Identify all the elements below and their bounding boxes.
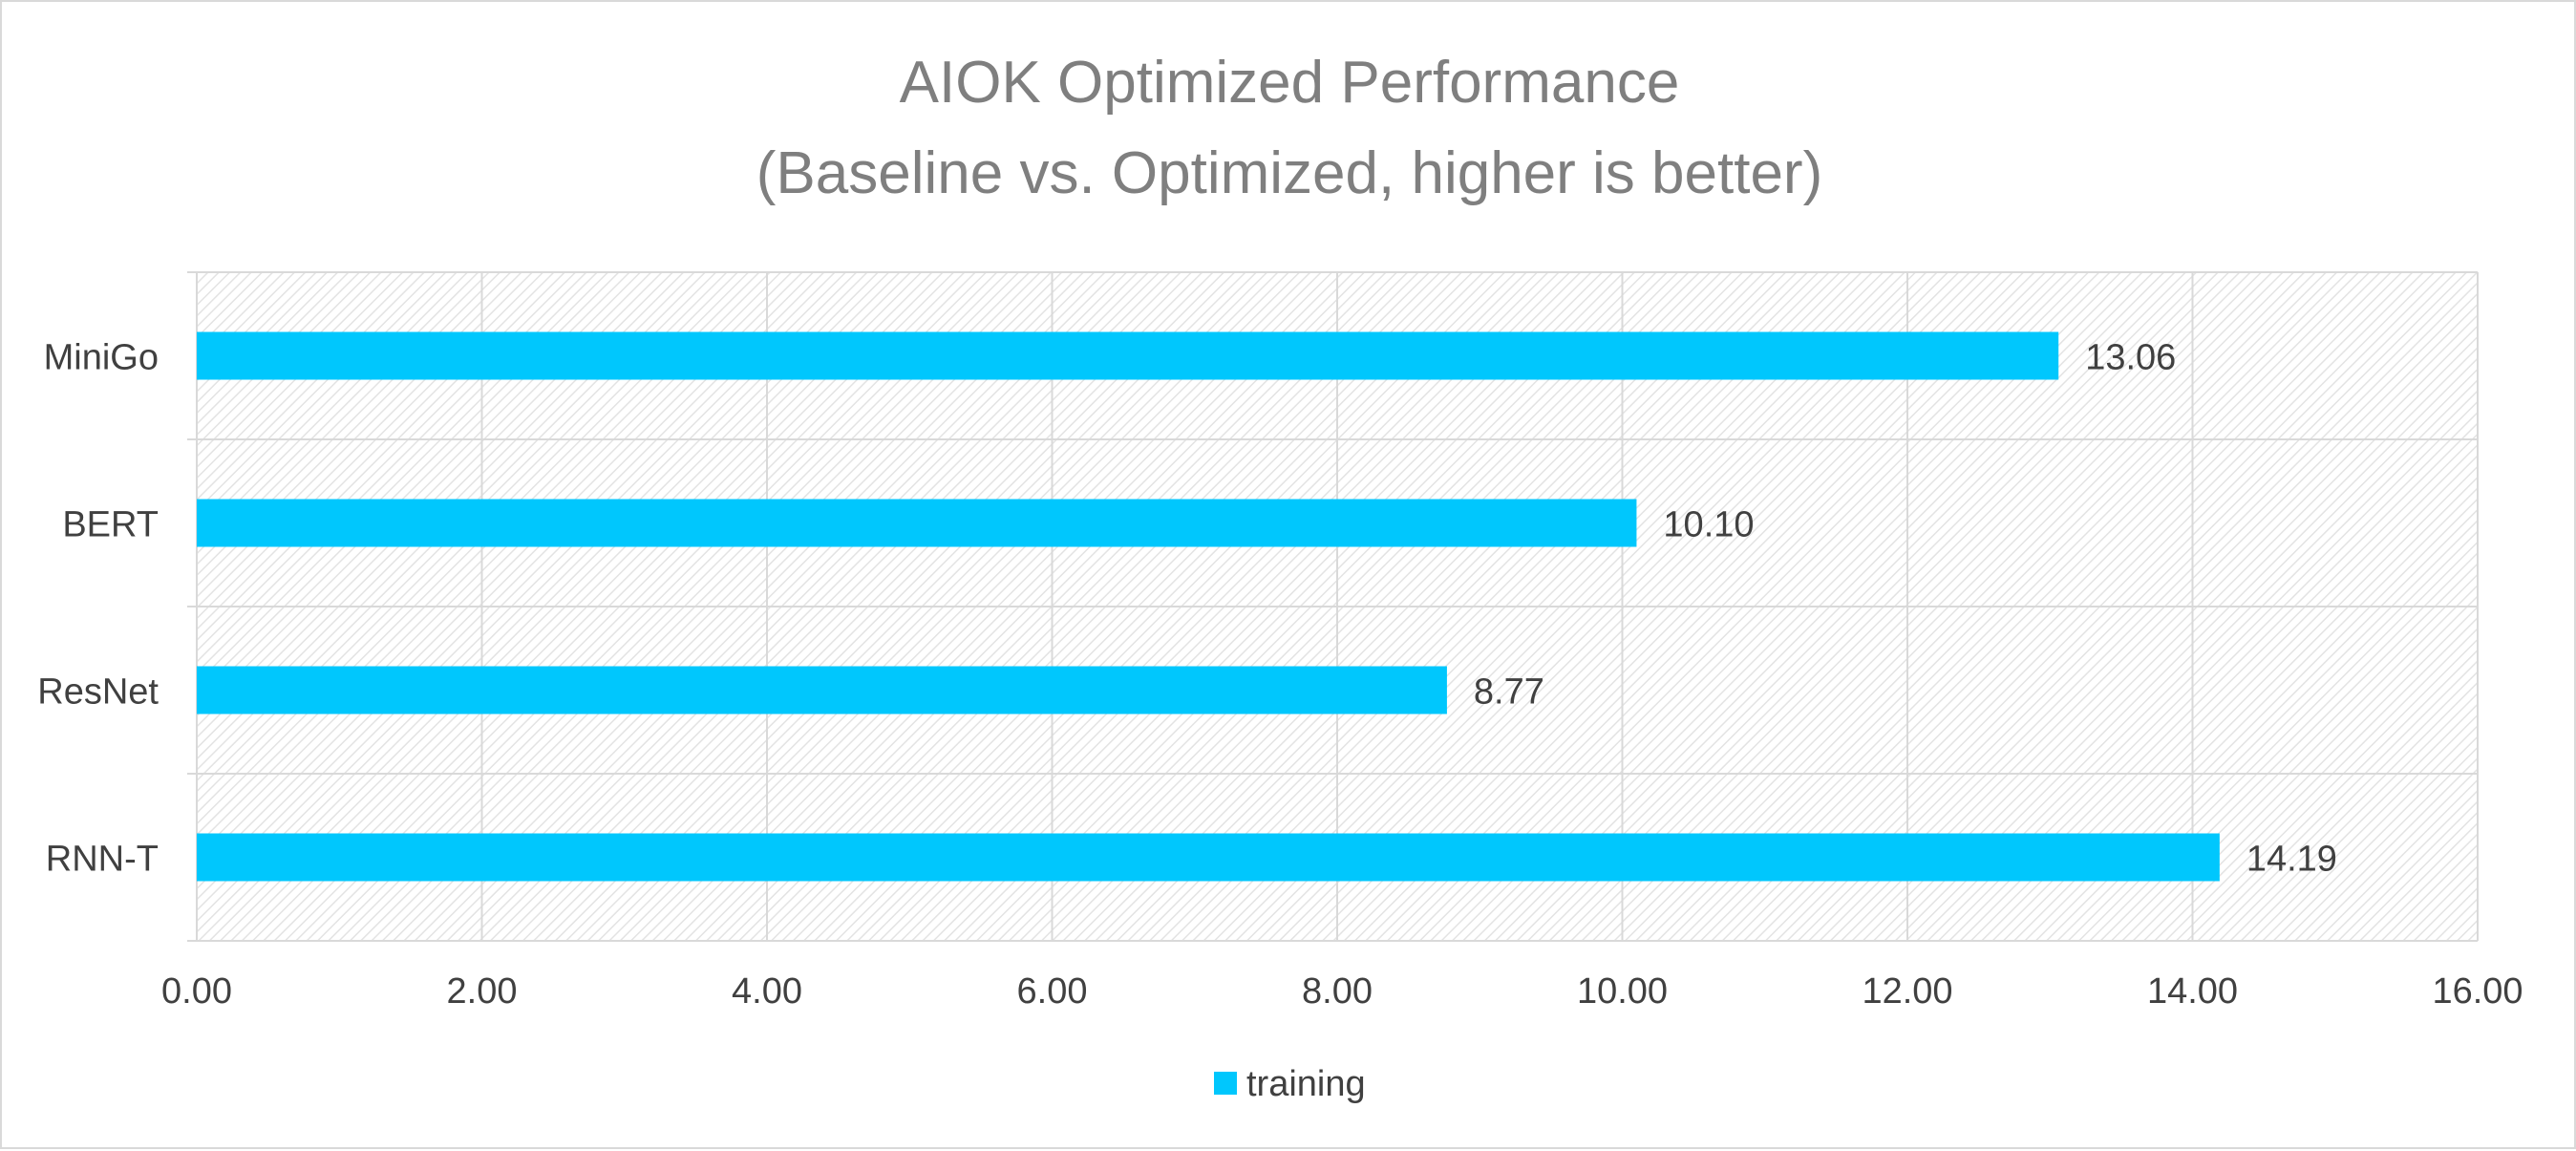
x-tick-label: 16.00 (2432, 971, 2523, 1012)
data-label: 13.06 (2085, 338, 2176, 378)
value-axis: 0.00 2.00 4.00 6.00 8.00 10.00 12.00 14.00 16.00 (161, 971, 2523, 1012)
category-label: RNN-T (46, 840, 159, 880)
legend[interactable]: training (1214, 1064, 1366, 1104)
category-label: BERT (62, 505, 159, 545)
x-tick-label: 0.00 (161, 971, 232, 1012)
legend-swatch-training (1214, 1072, 1237, 1095)
x-tick-label: 8.00 (1302, 971, 1373, 1012)
category-axis: MiniGo BERT ResNet RNN-T (37, 338, 159, 880)
x-tick-label: 14.00 (2147, 971, 2238, 1012)
bar-resnet (197, 666, 1447, 714)
chart-title: AIOK Optimized Performance (900, 50, 1680, 116)
labels-layer: 13.06 10.10 8.77 14.19 (1474, 338, 2337, 880)
data-label: 14.19 (2246, 840, 2337, 880)
x-tick-label: 10.00 (1577, 971, 1668, 1012)
data-label: 10.10 (1663, 505, 1754, 545)
grid-layer (187, 271, 2479, 942)
bar-rnn-t (197, 833, 2220, 882)
chart-subtitle: (Baseline vs. Optimized, higher is bette… (756, 140, 1822, 206)
x-tick-label: 4.00 (732, 971, 802, 1012)
bar-bert (197, 499, 1637, 547)
bars-layer (197, 331, 2220, 882)
legend-label-training: training (1246, 1064, 1366, 1104)
data-label: 8.77 (1474, 672, 1544, 713)
x-tick-label: 2.00 (447, 971, 518, 1012)
bar-minigo (197, 331, 2059, 380)
x-tick-label: 6.00 (1017, 971, 1088, 1012)
category-label: MiniGo (44, 338, 159, 378)
category-label: ResNet (37, 672, 159, 713)
x-tick-label: 12.00 (1862, 971, 1952, 1012)
